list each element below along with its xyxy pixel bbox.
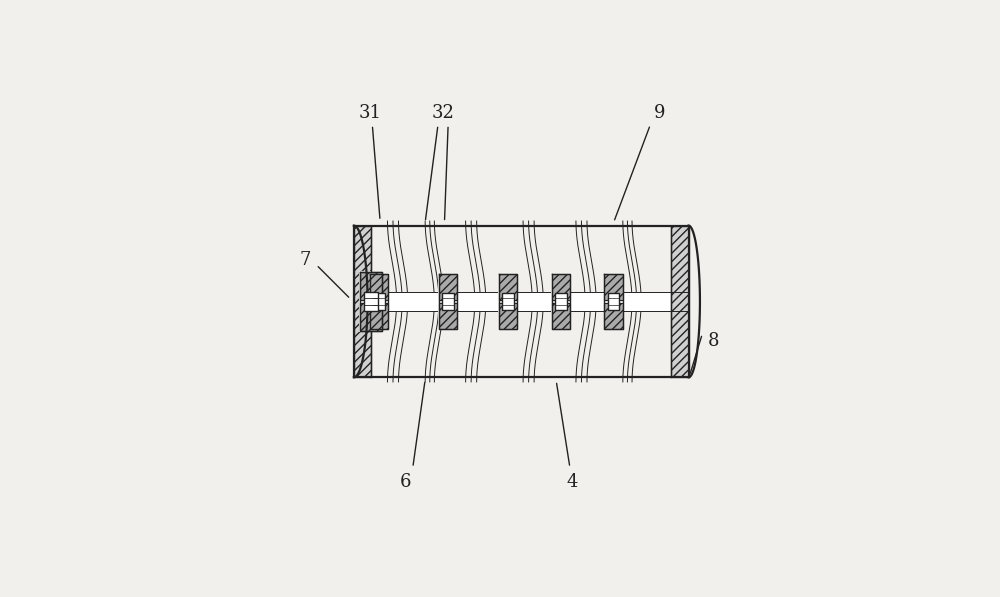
Bar: [371, 293, 689, 310]
Bar: [499, 303, 517, 328]
Bar: [439, 275, 457, 300]
Bar: [552, 303, 570, 328]
Bar: [370, 275, 388, 300]
Bar: [551, 274, 571, 329]
Bar: [360, 303, 382, 331]
Bar: [359, 271, 383, 332]
Bar: [354, 226, 371, 377]
Bar: [552, 275, 570, 300]
Bar: [438, 274, 458, 329]
Bar: [604, 303, 623, 328]
Bar: [555, 293, 567, 310]
Bar: [671, 226, 689, 377]
Text: 4: 4: [567, 473, 578, 491]
Text: 8: 8: [708, 331, 720, 350]
Text: 7: 7: [299, 251, 310, 269]
Bar: [442, 293, 454, 310]
Bar: [370, 303, 388, 328]
Bar: [604, 275, 623, 300]
Bar: [608, 293, 619, 310]
Bar: [502, 293, 514, 310]
Text: 32: 32: [432, 104, 455, 122]
Bar: [499, 275, 517, 300]
Text: 9: 9: [654, 104, 665, 122]
Text: 31: 31: [358, 104, 381, 122]
Bar: [364, 292, 378, 311]
Bar: [439, 303, 457, 328]
Bar: [360, 272, 382, 300]
Bar: [373, 293, 385, 310]
Text: 6: 6: [400, 473, 412, 491]
Bar: [369, 274, 389, 329]
Bar: [498, 274, 518, 329]
Bar: [604, 274, 624, 329]
